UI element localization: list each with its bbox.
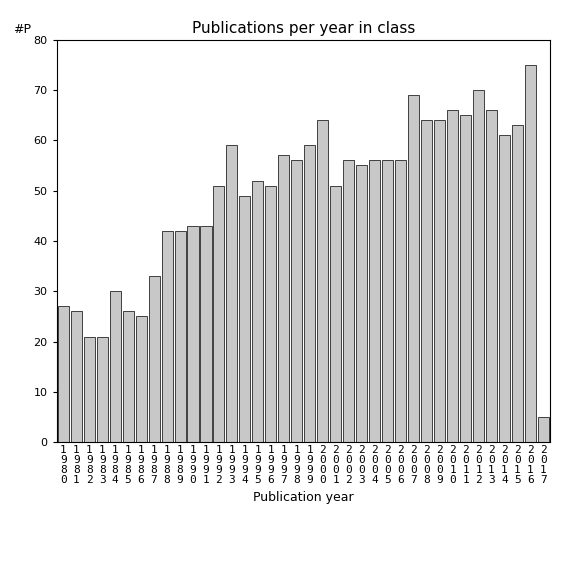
Bar (447, 110, 458, 442)
Y-axis label: #P: #P (13, 23, 31, 36)
Bar (175, 231, 185, 442)
Bar (162, 231, 172, 442)
Bar (369, 160, 380, 442)
Bar (318, 120, 328, 442)
Bar (473, 90, 484, 442)
Bar (109, 291, 121, 442)
Bar (382, 160, 393, 442)
Bar (201, 226, 211, 442)
Bar (343, 160, 354, 442)
Bar (486, 110, 497, 442)
Bar (538, 417, 549, 442)
Bar (408, 95, 419, 442)
Bar (421, 120, 432, 442)
Bar (499, 136, 510, 442)
Bar (291, 160, 302, 442)
Bar (96, 337, 108, 442)
Bar (149, 276, 159, 442)
Bar (239, 196, 251, 442)
Bar (188, 226, 198, 442)
Bar (525, 65, 536, 442)
Bar (460, 115, 471, 442)
Bar (84, 337, 95, 442)
Bar (278, 155, 289, 442)
Bar (304, 145, 315, 442)
Bar (512, 125, 523, 442)
Bar (122, 311, 134, 442)
Bar (434, 120, 445, 442)
Bar (252, 180, 264, 442)
Bar (226, 145, 238, 442)
Bar (71, 311, 82, 442)
X-axis label: Publication year: Publication year (253, 490, 354, 503)
Bar (331, 185, 341, 442)
Bar (58, 306, 69, 442)
Bar (356, 166, 367, 442)
Bar (213, 185, 225, 442)
Title: Publications per year in class: Publications per year in class (192, 21, 415, 36)
Bar (395, 160, 406, 442)
Bar (265, 185, 276, 442)
Bar (136, 316, 147, 442)
